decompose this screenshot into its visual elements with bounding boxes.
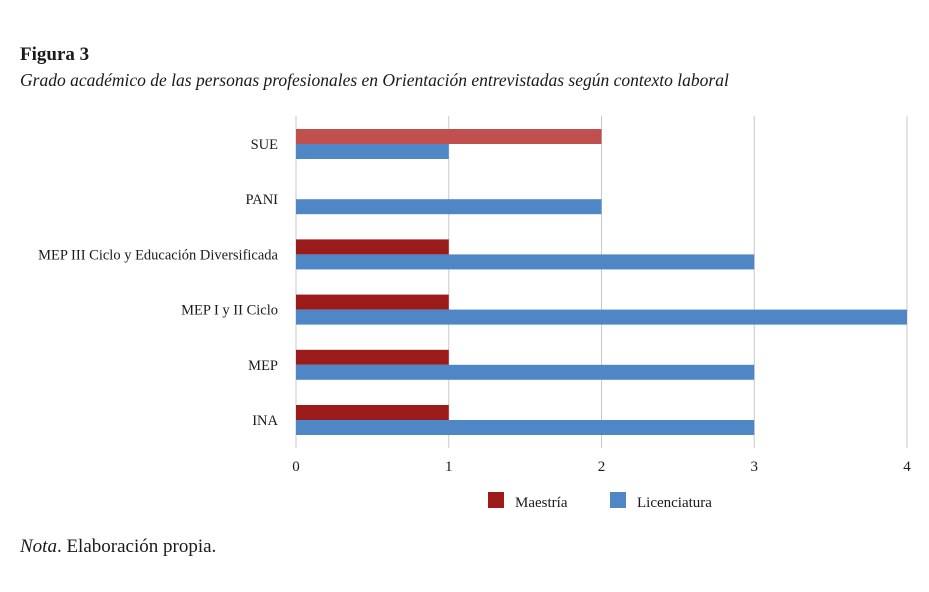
bar-licenciatura	[296, 254, 755, 270]
note-text: . Elaboración propia.	[56, 536, 217, 557]
x-tick-label: 3	[751, 459, 759, 475]
bar-licenciatura	[296, 420, 755, 435]
category-label: MEP I y II Ciclo	[181, 303, 278, 319]
legend-label: Maestría	[515, 495, 568, 511]
legend-swatch	[488, 492, 504, 508]
gridlines	[295, 116, 908, 448]
x-tick-label: 2	[598, 459, 606, 475]
note-prefix: Nota	[20, 536, 57, 557]
bar-licenciatura	[296, 309, 907, 325]
category-label: MEP III Ciclo y Educación Diversificada	[38, 247, 278, 263]
bar-maestría	[296, 239, 449, 255]
figure-title: Grado académico de las personas profesio…	[20, 70, 729, 90]
bars	[296, 129, 907, 435]
x-tick-label: 1	[445, 459, 453, 475]
x-tick-label: 0	[292, 459, 300, 475]
bar-maestría	[296, 405, 449, 420]
x-tick-label: 4	[903, 459, 911, 475]
legend-swatch	[610, 492, 626, 508]
x-tick-labels: 0 1 2 3 4	[292, 459, 911, 475]
figure-label: Figura 3	[20, 44, 90, 65]
category-label: PANI	[245, 192, 278, 208]
figure-note: Nota. Elaboración propia.	[20, 536, 216, 558]
bar-licenciatura	[296, 144, 449, 159]
legend: Maestría Licenciatura	[488, 492, 712, 511]
category-label: INA	[252, 413, 278, 429]
bar-licenciatura	[296, 364, 755, 380]
bar-licenciatura	[296, 199, 602, 215]
legend-label: Licenciatura	[637, 495, 712, 511]
category-labels: SUE PANI MEP III Ciclo y Educación Diversi…	[38, 137, 278, 429]
bar-maestría	[296, 129, 602, 144]
bar-maestría	[296, 349, 449, 365]
bar-maestría	[296, 294, 449, 310]
category-label: SUE	[251, 137, 279, 153]
category-label: MEP	[248, 358, 278, 374]
